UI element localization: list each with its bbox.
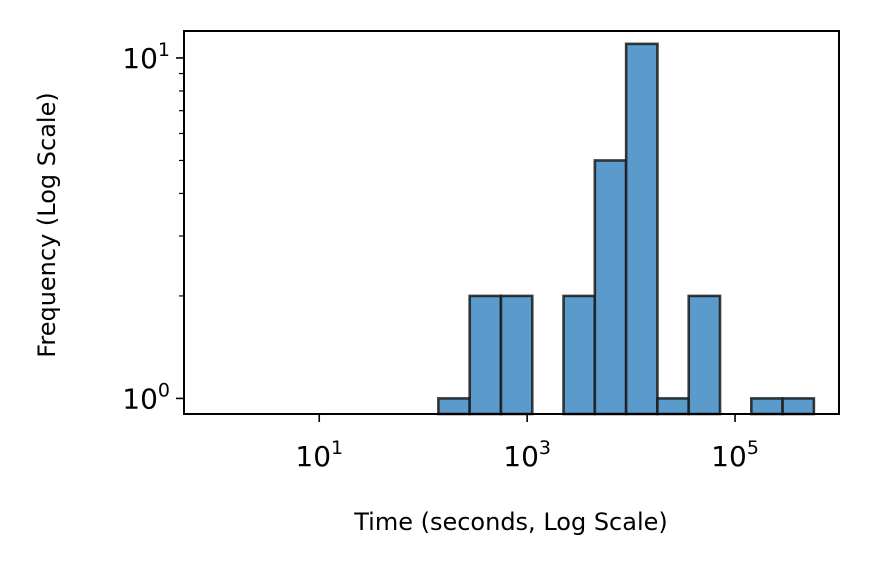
y-tick-label-1: 100 <box>122 379 170 415</box>
y-tick-label-2: 101 <box>122 39 170 75</box>
y-axis-title: Frequency (Log Scale) <box>33 92 61 357</box>
y-minor-ticks <box>179 72 184 297</box>
histogram-bar-8 <box>687 294 722 416</box>
histogram-bar-5 <box>593 159 628 416</box>
x-axis-title: Time (seconds, Log Scale) <box>353 508 668 536</box>
histogram-bar-1 <box>437 397 471 416</box>
histogram-bar-4 <box>562 294 597 416</box>
bars-group <box>437 42 816 416</box>
histogram-bar-7 <box>656 397 691 416</box>
histogram-bar-2 <box>468 294 503 416</box>
histogram-bar-6 <box>624 42 659 416</box>
histogram-bar-3 <box>499 294 534 416</box>
plot-frame <box>183 30 840 415</box>
x-tick-label-1: 101 <box>295 437 343 473</box>
histogram-bar-9 <box>750 397 784 416</box>
x-tick-label-2: 103 <box>503 437 551 473</box>
histogram-bar-10 <box>781 397 816 416</box>
x-axis-ticks: 101 103 105 <box>295 414 759 473</box>
y-axis-ticks: 100 101 <box>122 39 184 415</box>
x-tick-label-3: 105 <box>711 437 759 473</box>
